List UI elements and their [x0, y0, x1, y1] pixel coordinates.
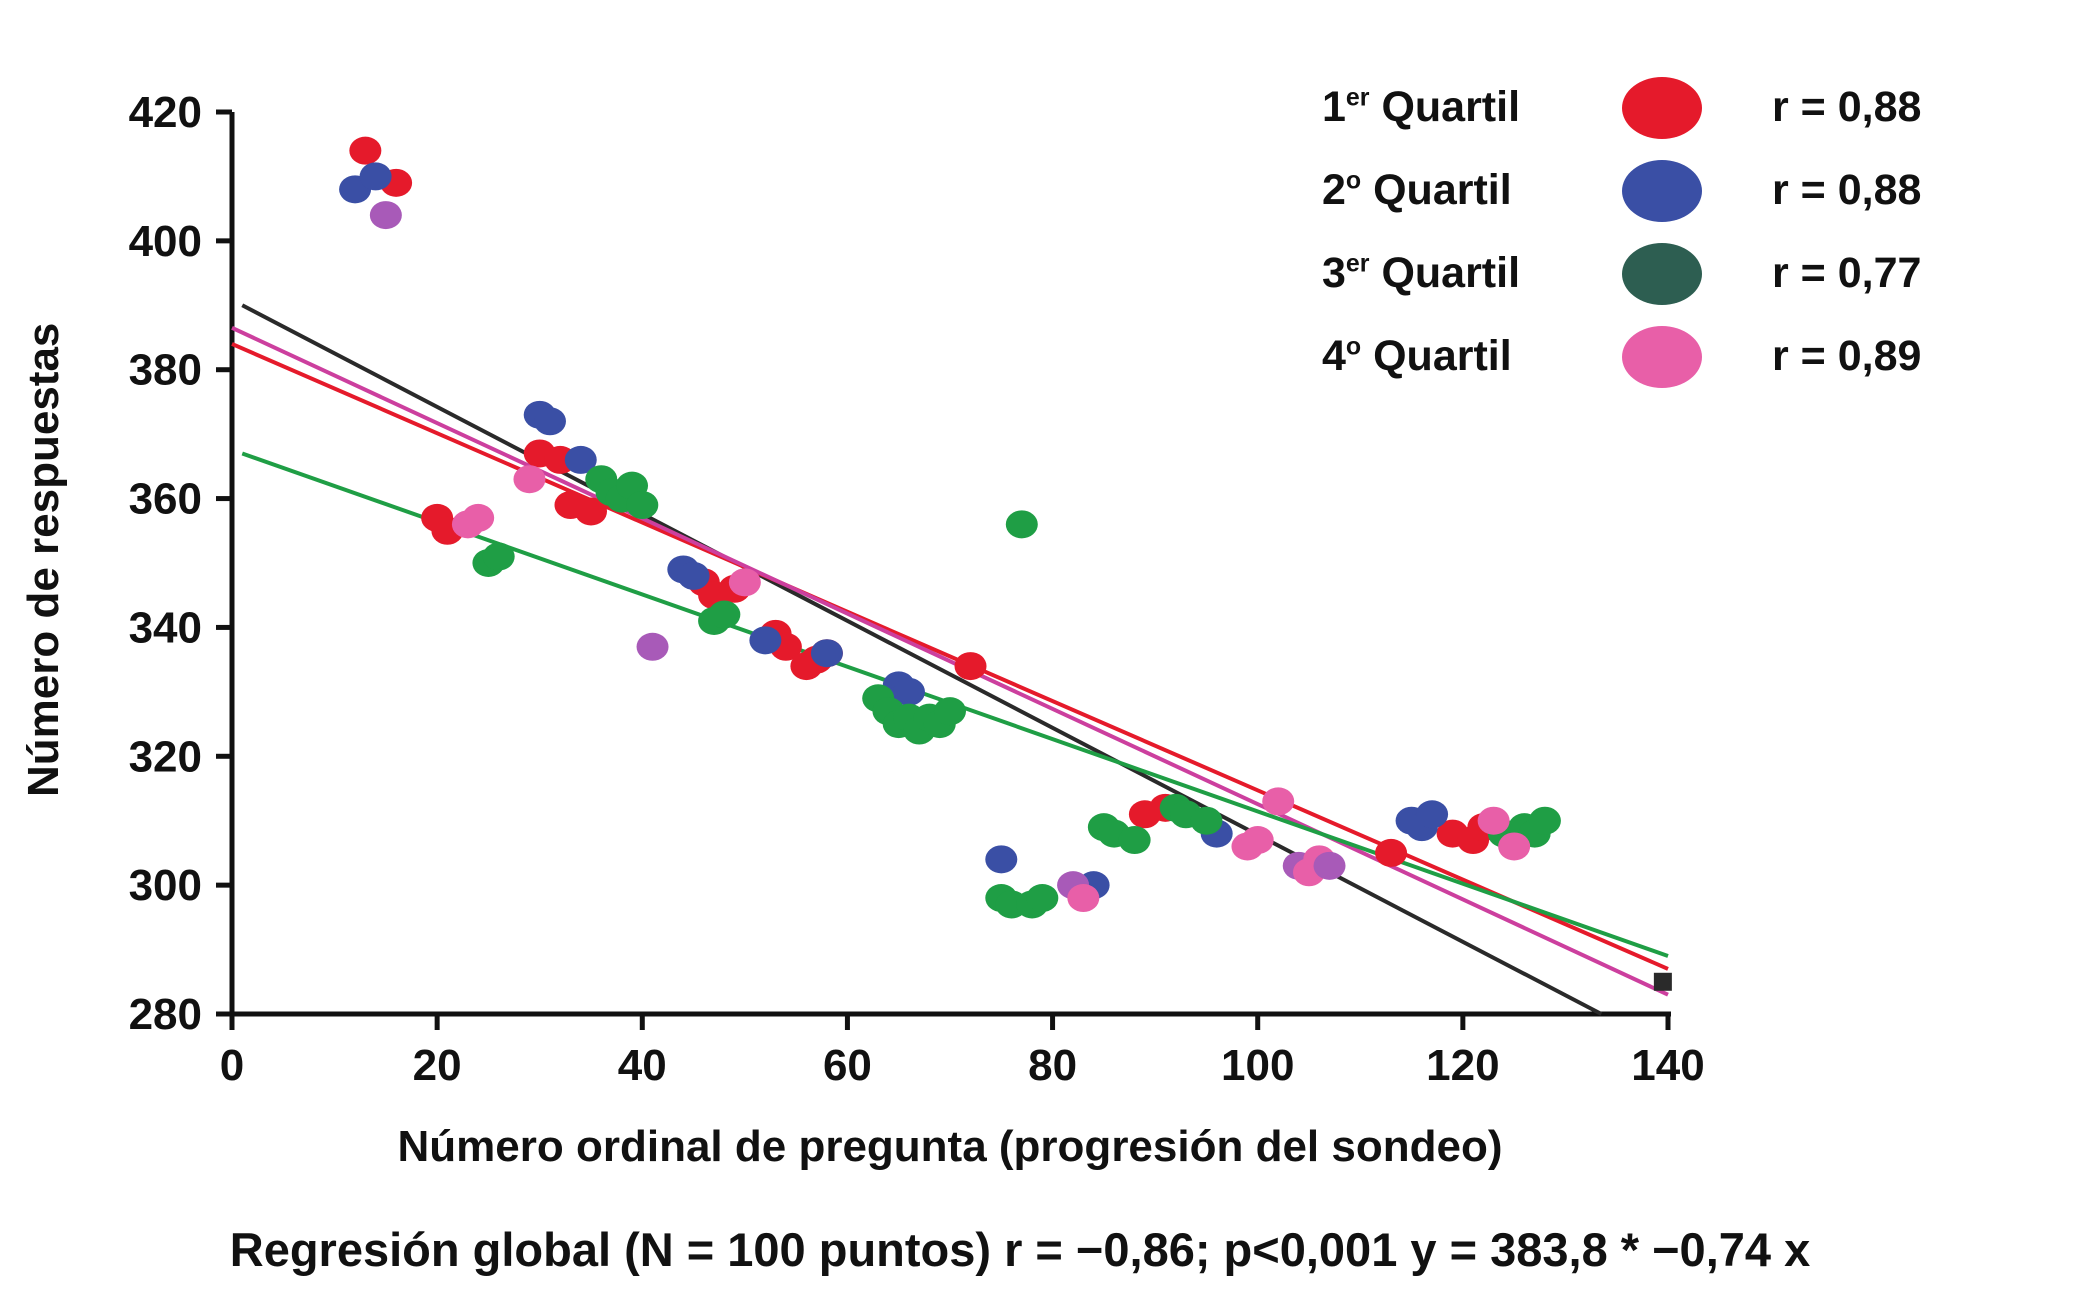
data-point: [1313, 851, 1346, 880]
data-point: [626, 491, 659, 520]
data-point: [1026, 884, 1059, 913]
data-point: [349, 136, 382, 165]
data-point: [533, 407, 566, 436]
svg-text:60: 60: [823, 1041, 872, 1090]
data-point: [934, 697, 966, 726]
data-point: [892, 677, 925, 706]
data-point: [1498, 832, 1531, 861]
data-point: [1477, 806, 1510, 835]
data-point: [728, 568, 761, 597]
svg-text:360: 360: [129, 475, 202, 524]
data-point: [369, 201, 402, 230]
data-point: [1375, 838, 1408, 867]
data-point: [1118, 826, 1151, 855]
data-point: [677, 561, 710, 590]
svg-text:100: 100: [1221, 1041, 1294, 1090]
regression-line-global: [241, 303, 1603, 1016]
regression-line-q4: [231, 326, 1669, 997]
svg-text:420: 420: [129, 88, 202, 137]
regression-caption: Regresión global (N = 100 puntos) r = −0…: [229, 1223, 1811, 1276]
legend: 1er Quartil r = 0,88 2o Quartil r = 0,88…: [1322, 66, 1921, 398]
legend-swatch-q3: [1622, 242, 1702, 305]
data-point: [1416, 800, 1449, 829]
data-point: [359, 162, 392, 191]
y-axis-title: Número de respuestas: [19, 322, 68, 798]
svg-text:400: 400: [129, 217, 202, 266]
svg-text:380: 380: [129, 346, 202, 395]
data-point: [575, 497, 607, 526]
legend-r-value-q2: r = 0,88: [1772, 166, 1922, 214]
svg-text:40: 40: [618, 1041, 667, 1090]
data-point: [810, 639, 843, 668]
x-axis-title: Número ordinal de pregunta (progresión d…: [397, 1122, 1503, 1171]
svg-text:0: 0: [220, 1041, 244, 1090]
data-point: [1005, 510, 1038, 539]
legend-item-q1: 1er Quartil r = 0,88: [1322, 66, 1921, 149]
svg-text:140: 140: [1631, 1041, 1704, 1090]
legend-r-value-q4: r = 0,89: [1772, 332, 1922, 380]
legend-item-q4: 4o Quartil r = 0,89: [1322, 315, 1921, 398]
legend-label-q1: 1er Quartil: [1322, 83, 1521, 131]
legend-label-q2: 2o Quartil: [1322, 166, 1512, 214]
data-point: [1190, 806, 1223, 835]
data-point: [462, 503, 495, 532]
legend-item-q3: 3er Quartil r = 0,77: [1322, 232, 1921, 315]
data-point: [1528, 806, 1561, 835]
data-point: [513, 465, 546, 494]
legend-swatch-q1: [1622, 76, 1702, 139]
data-point: [482, 542, 515, 571]
svg-text:300: 300: [129, 861, 202, 910]
svg-text:320: 320: [129, 732, 202, 781]
svg-text:20: 20: [413, 1041, 462, 1090]
legend-r-value-q3: r = 0,77: [1772, 249, 1922, 297]
svg-text:120: 120: [1426, 1041, 1499, 1090]
data-point: [564, 445, 597, 474]
legend-label-q3: 3er Quartil: [1322, 249, 1521, 297]
svg-text:80: 80: [1028, 1041, 1077, 1090]
data-point: [1067, 884, 1100, 913]
data-point: [1262, 787, 1295, 816]
data-point: [985, 845, 1018, 874]
legend-item-q2: 2o Quartil r = 0,88: [1322, 149, 1921, 232]
svg-text:340: 340: [129, 603, 202, 652]
legend-r-value-q1: r = 0,88: [1772, 83, 1922, 131]
data-point: [708, 600, 741, 629]
legend-label-q4: 4o Quartil: [1322, 332, 1512, 380]
data-point: [1241, 826, 1274, 855]
legend-swatch-q4: [1622, 325, 1702, 388]
legend-swatch-q2: [1622, 159, 1702, 222]
data-point: [954, 652, 987, 681]
regression-line-q1: [231, 342, 1669, 971]
end-marker: [1653, 972, 1672, 991]
data-point: [749, 626, 782, 655]
data-point: [636, 632, 669, 661]
svg-text:280: 280: [129, 990, 202, 1039]
